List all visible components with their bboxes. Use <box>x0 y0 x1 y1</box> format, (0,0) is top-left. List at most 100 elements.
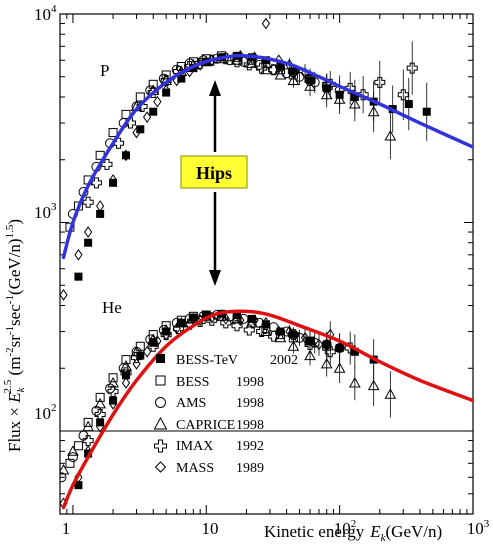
data-point <box>120 367 132 379</box>
data-point <box>153 95 162 108</box>
proton-model <box>61 53 473 260</box>
data-point <box>149 107 158 116</box>
data-point <box>84 238 93 247</box>
data-point <box>136 101 148 113</box>
data-point <box>256 326 268 338</box>
data-point <box>60 472 67 483</box>
data-point <box>84 226 93 238</box>
data-point <box>153 335 162 347</box>
data-point <box>74 272 83 281</box>
data-point <box>94 397 106 409</box>
legend-year: 1992 <box>236 439 264 454</box>
legend-year: 1998 <box>236 375 264 390</box>
y-axis-label: Flux × Ek2.5 (m-2sr-1sec-1(GeV/n)1.5) <box>2 219 27 452</box>
data-point <box>324 346 336 358</box>
data-point <box>162 88 171 97</box>
hips-label: Hips <box>196 163 232 183</box>
data-point <box>162 327 171 336</box>
data-point <box>172 322 181 335</box>
data-point <box>189 313 198 322</box>
data-point <box>187 312 200 324</box>
helium-label: He <box>102 298 122 317</box>
data-point <box>147 340 159 352</box>
data-point <box>121 151 130 160</box>
x-axis-label: Kinetic energy Ek(GeV/n) <box>264 522 442 544</box>
data-point <box>120 359 132 371</box>
data-point <box>184 61 196 73</box>
legend-item: CAPRICE 1998 <box>153 416 264 433</box>
data-point <box>287 65 299 77</box>
data-point <box>221 313 230 325</box>
data-point <box>276 62 285 71</box>
data-point <box>268 330 280 342</box>
data-point <box>397 89 409 101</box>
data-point <box>161 70 171 80</box>
data-point <box>275 65 285 75</box>
legend-series-name: BESS-TeV <box>176 353 238 368</box>
data-point <box>84 449 93 458</box>
hips-arrow <box>209 80 221 286</box>
data-point <box>261 56 270 65</box>
legend-item: BESS 1998 <box>155 375 264 390</box>
data-point <box>73 441 83 451</box>
data-point <box>74 248 83 261</box>
data-point <box>121 371 130 380</box>
data-point <box>82 420 94 432</box>
data-point <box>173 65 185 77</box>
legend-series-name: CAPRICE <box>176 418 235 433</box>
data-point <box>374 76 386 88</box>
data-point <box>135 92 145 102</box>
legend-series-name: BESS <box>176 375 209 390</box>
data-point <box>132 126 141 139</box>
data-point <box>108 174 118 186</box>
x-tick-labels: 1 10 102 103 <box>62 518 490 538</box>
data-point <box>143 111 152 124</box>
proton-label: P <box>100 61 109 80</box>
data-point <box>143 345 152 358</box>
legend-year: 1998 <box>236 396 264 411</box>
data-point <box>202 311 211 320</box>
legend-item: BESS-TeV 2002 <box>156 353 298 368</box>
data-point <box>65 458 75 468</box>
helium-model <box>61 309 473 510</box>
data-point <box>121 355 131 365</box>
data-point <box>107 376 119 388</box>
data-point <box>260 325 272 337</box>
plot-frame <box>59 13 474 515</box>
y-tick-label: 103 <box>34 201 57 222</box>
data-point <box>276 327 285 336</box>
data-point <box>121 109 131 119</box>
data-point <box>162 328 171 341</box>
data-point <box>160 74 172 86</box>
axis-ticks <box>59 13 474 515</box>
data-point <box>108 373 118 383</box>
data-point <box>236 314 245 327</box>
data-points <box>60 17 431 510</box>
data-point <box>238 313 249 324</box>
data-point <box>82 196 94 208</box>
legend-item: AMS 1998 <box>155 396 264 411</box>
data-point <box>406 62 418 74</box>
data-point <box>83 417 93 427</box>
data-point <box>121 377 131 389</box>
data-point <box>162 84 171 97</box>
data-point <box>261 317 271 329</box>
legend: BESS-TeV 2002 BESS 1998 AMS 1998 CAPRICE… <box>153 353 298 476</box>
legend-item: IMAX 1992 <box>154 439 264 454</box>
legend-series-name: AMS <box>176 396 206 411</box>
data-point <box>274 325 283 338</box>
data-point <box>96 420 105 433</box>
data-point <box>95 392 105 402</box>
legend-year: 1989 <box>236 461 264 476</box>
legend-series-name: MASS <box>176 461 214 476</box>
data-point <box>188 311 198 321</box>
x-tick-label: 1 <box>62 519 71 538</box>
data-point <box>121 149 131 162</box>
model-curves <box>61 53 473 510</box>
data-point <box>109 178 118 187</box>
data-point <box>274 331 287 343</box>
data-point <box>246 316 258 328</box>
data-point <box>96 200 105 212</box>
data-point <box>67 445 79 456</box>
